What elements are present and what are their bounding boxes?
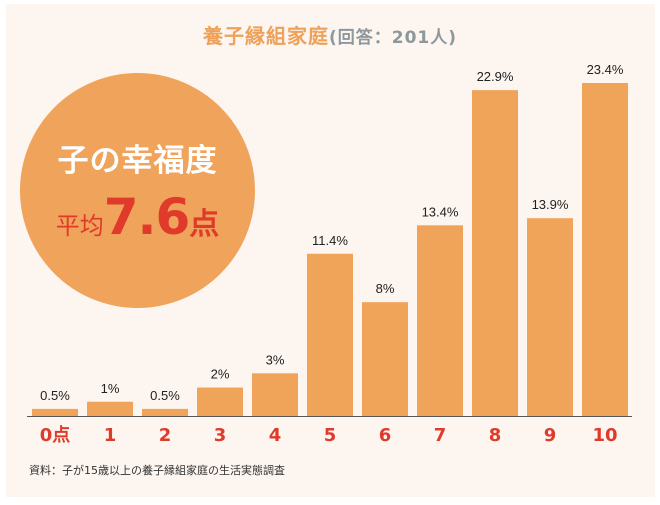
data-label-8: 22.9% <box>477 69 514 84</box>
badge-title: 子の幸福度 <box>57 143 218 179</box>
bar-1 <box>87 401 133 416</box>
happiness-badge: 子の幸福度 平均7.6点 <box>20 73 255 308</box>
title-main: 養子縁組家庭 <box>202 24 329 48</box>
bar-7 <box>417 225 463 416</box>
bar-2 <box>142 408 188 416</box>
average-label: 平均 <box>55 212 104 240</box>
data-label-6: 8% <box>376 281 395 296</box>
badge-average: 平均7.6点 <box>20 188 255 246</box>
bar-5 <box>307 253 353 416</box>
tick-label-4: 4 <box>269 425 282 446</box>
tick-label-8: 8 <box>489 425 502 446</box>
bar-8 <box>472 90 518 416</box>
data-label-9: 13.9% <box>532 197 569 212</box>
data-label-2: 0.5% <box>150 388 180 403</box>
tick-label-1: 1 <box>104 425 117 446</box>
tick-label-0: 0点 <box>40 424 71 446</box>
bar-9 <box>527 218 573 416</box>
tick-label-9: 9 <box>544 425 557 446</box>
data-label-4: 3% <box>266 352 285 367</box>
data-label-0: 0.5% <box>40 388 70 403</box>
tick-label-5: 5 <box>324 425 337 446</box>
bar-6 <box>362 302 408 416</box>
bar-3 <box>197 387 243 416</box>
data-label-7: 13.4% <box>422 204 459 219</box>
data-label-3: 2% <box>211 367 230 382</box>
data-label-5: 11.4% <box>312 233 348 248</box>
bar-10 <box>582 83 628 416</box>
tick-label-10: 10 <box>592 425 617 446</box>
average-value: 7.6 <box>103 188 191 246</box>
bar-4 <box>252 373 298 416</box>
tick-label-6: 6 <box>379 425 392 446</box>
data-label-1: 1% <box>101 381 120 396</box>
chart-title: 養子縁組家庭(回答：201人) <box>0 20 660 49</box>
average-unit: 点 <box>189 207 220 242</box>
tick-label-3: 3 <box>214 425 227 446</box>
bar-0 <box>32 408 78 416</box>
data-label-10: 23.4% <box>587 62 624 77</box>
source-note: 資料：子が15歳以上の養子縁組家庭の生活実態調査 <box>29 464 285 477</box>
title-sub: (回答：201人) <box>328 28 458 48</box>
tick-label-2: 2 <box>159 425 172 446</box>
tick-label-7: 7 <box>434 425 447 446</box>
